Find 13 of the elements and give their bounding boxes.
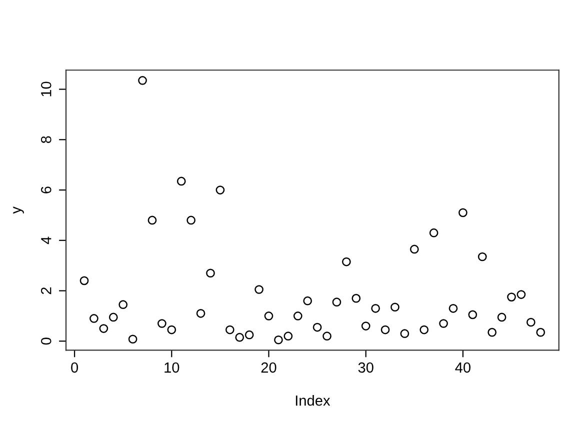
y-axis-title: y — [13, 206, 24, 214]
y-tick-label: 8 — [40, 136, 52, 144]
x-tick-label: 30 — [358, 362, 374, 373]
x-tick-label: 20 — [261, 362, 276, 373]
y-tick-label: 2 — [40, 287, 52, 294]
x-tick-label: 10 — [164, 362, 180, 373]
x-axis-title: Index — [296, 395, 330, 406]
x-tick-label: 40 — [455, 362, 470, 373]
x-tick-label: 0 — [71, 362, 78, 373]
y-tick-label: 0 — [40, 338, 52, 345]
y-tick-label: 4 — [41, 236, 52, 244]
y-tick-label: 10 — [40, 82, 52, 96]
y-tick-label: 6 — [40, 186, 52, 194]
